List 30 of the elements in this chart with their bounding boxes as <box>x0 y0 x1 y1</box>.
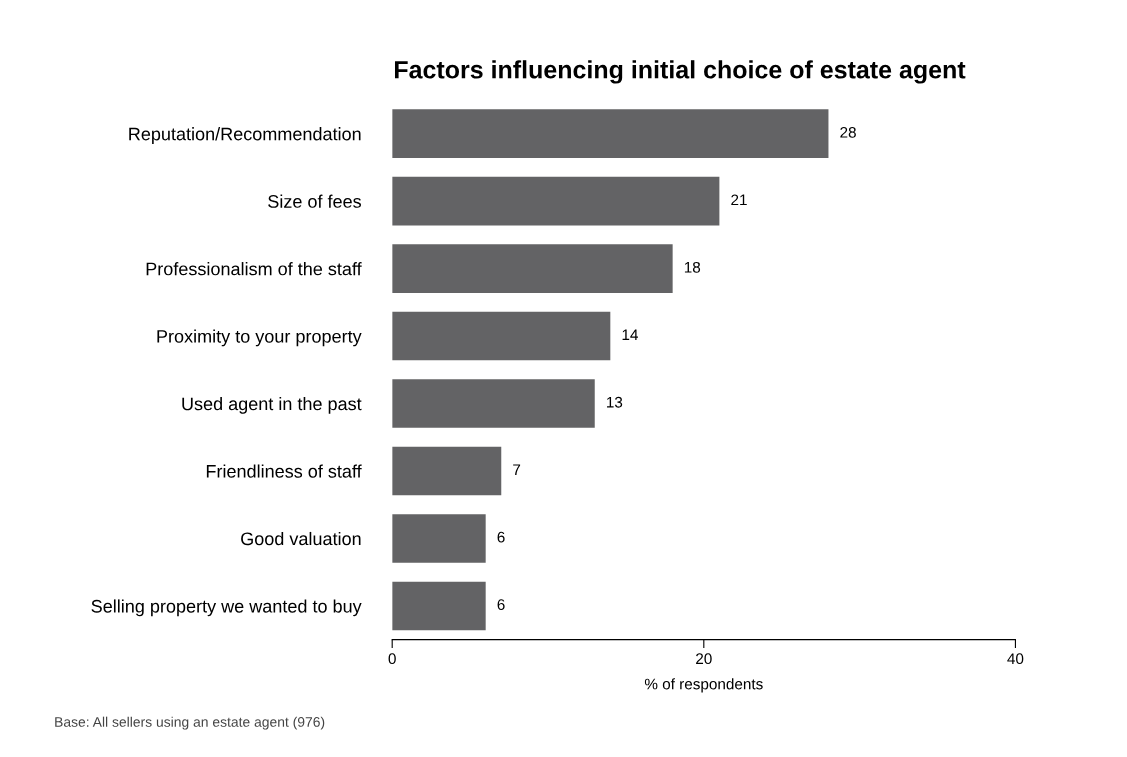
data-label: 13 <box>607 396 623 408</box>
data-label: 7 <box>513 464 521 475</box>
bar <box>392 514 486 563</box>
y-tick-label: Good valuation <box>241 531 361 546</box>
x-tick-label: 0 <box>388 653 396 665</box>
bar <box>392 581 486 631</box>
y-tick-label: Professionalism of the staff <box>146 262 362 276</box>
data-label: 18 <box>684 261 701 273</box>
y-tick-label: Proximity to your property <box>157 329 362 347</box>
bar <box>392 109 829 158</box>
y-tick-label: Friendliness of staff <box>206 464 362 478</box>
bar <box>392 311 611 361</box>
x-axis-title: % of respondents <box>644 678 763 693</box>
y-tick-label: Reputation/Recommendation <box>129 127 361 144</box>
data-label: 6 <box>497 531 505 543</box>
y-tick-label: Selling property we wanted to buy <box>91 599 362 617</box>
data-label: 21 <box>731 194 747 206</box>
bar <box>392 446 502 496</box>
text: Base: All sellers using an estate agent (976) <box>55 716 325 730</box>
y-tick-label: Size of fees <box>268 194 361 208</box>
bar <box>392 379 595 428</box>
x-tick-label: 20 <box>696 653 712 665</box>
bar <box>392 176 720 226</box>
x-tick-label: 40 <box>1007 653 1024 665</box>
data-label: 14 <box>622 329 638 341</box>
y-tick-label: Used agent in the past <box>182 396 362 414</box>
chart-title: Factors influencing initial choice of estate agent <box>394 60 966 84</box>
bar <box>392 244 673 293</box>
data-label: 28 <box>840 126 856 138</box>
data-label: 6 <box>497 599 505 611</box>
